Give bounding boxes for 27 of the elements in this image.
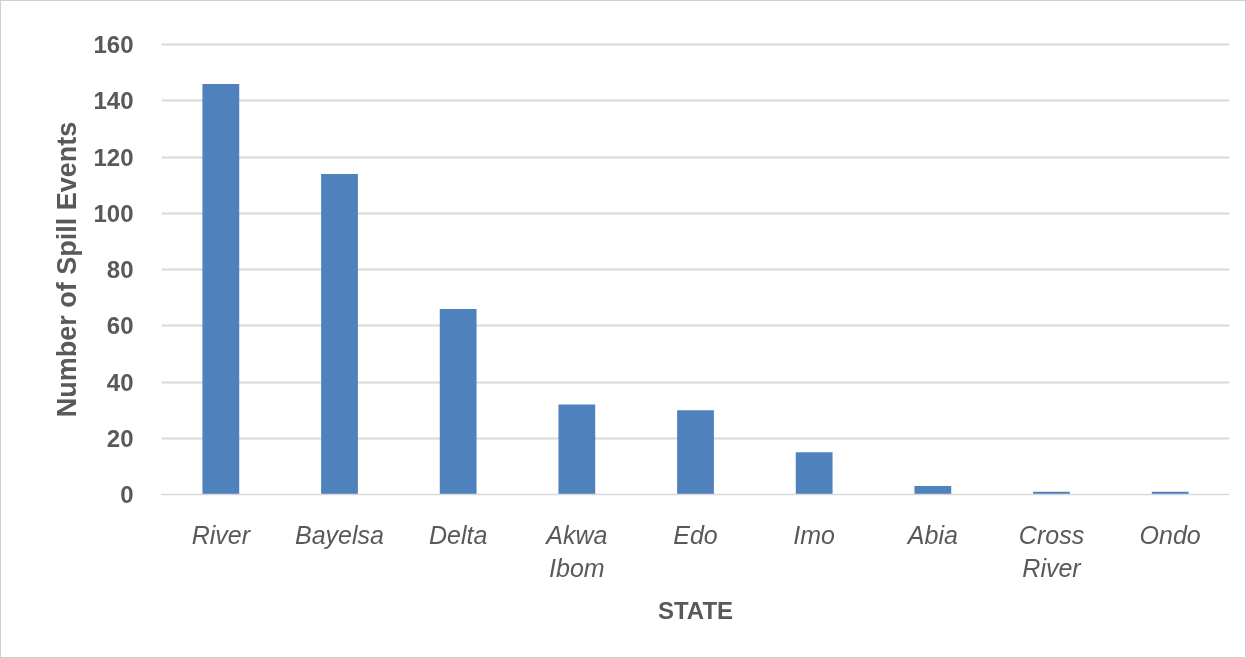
x-axis-title: STATE: [657, 597, 734, 625]
x-tick-label: River: [191, 520, 252, 549]
x-tick-label: Akwa Ibom: [544, 520, 608, 583]
x-tick-label: Ondo: [1139, 520, 1201, 549]
y-tick-label: 0: [120, 481, 134, 508]
x-tick-label: Imo: [793, 520, 836, 549]
bar: [321, 173, 358, 495]
x-tick-label: Bayelsa: [295, 520, 385, 549]
bar: [677, 410, 714, 495]
x-tick-label: Abia: [905, 520, 958, 549]
bar: [914, 486, 952, 495]
bar: [558, 404, 596, 495]
x-tick-label: Delta: [428, 520, 488, 549]
y-tick-label: 140: [93, 87, 134, 115]
y-tick-label: 100: [93, 199, 134, 227]
bar: [202, 83, 240, 495]
x-tick-label: Edo: [673, 520, 718, 549]
bar: [795, 452, 833, 495]
y-tick-label: 60: [106, 312, 134, 340]
y-axis-title: Number of Spill Events: [52, 121, 83, 418]
y-tick-label: 80: [106, 256, 134, 283]
y-tick-label: 160: [93, 31, 134, 58]
bar: [439, 308, 477, 495]
y-tick-label: 120: [93, 143, 134, 171]
y-tick-label: 40: [106, 368, 134, 396]
y-tick-label: 20: [106, 424, 134, 452]
x-tick-label: Cross River: [1018, 520, 1085, 583]
